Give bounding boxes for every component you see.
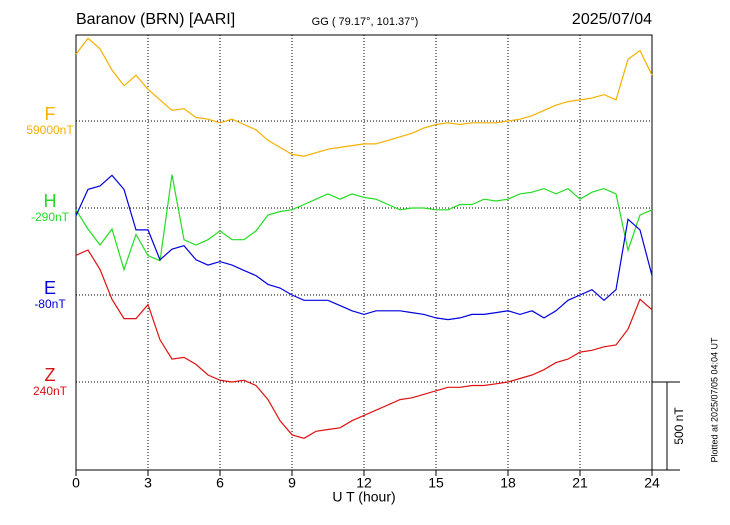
baseline-label: -290nT bbox=[31, 210, 70, 224]
series-line bbox=[75, 37, 653, 157]
series-name: H bbox=[44, 191, 57, 211]
series-line bbox=[75, 174, 653, 272]
date: 2025/07/04 bbox=[572, 11, 652, 28]
x-tick-label: 18 bbox=[500, 475, 516, 491]
x-tick-label: 12 bbox=[356, 475, 372, 491]
baseline-label: 240nT bbox=[33, 384, 68, 398]
subtitle: GG ( 79.17°, 101.37°) bbox=[312, 16, 419, 28]
series-line bbox=[75, 249, 653, 439]
x-tick-label: 24 bbox=[644, 475, 660, 491]
series-name: E bbox=[44, 278, 56, 298]
x-tick-label: 15 bbox=[428, 475, 444, 491]
chart-title: Baranov (BRN) [AARI] bbox=[76, 11, 235, 28]
footnote: Plotted at 2025/07/05 04:04 UT bbox=[709, 337, 719, 463]
x-tick-label: 0 bbox=[72, 475, 80, 491]
baseline-label: -80nT bbox=[34, 297, 66, 311]
scale-bar: 500 nT bbox=[652, 381, 686, 471]
x-tick-label: 3 bbox=[144, 475, 152, 491]
scale-bar-label: 500 nT bbox=[672, 407, 686, 445]
x-axis-label: U T (hour) bbox=[332, 489, 395, 505]
baseline-label: 59000nT bbox=[26, 123, 74, 137]
x-tick-label: 6 bbox=[216, 475, 224, 491]
series-line bbox=[75, 174, 653, 321]
x-tick-label: 9 bbox=[288, 475, 296, 491]
x-tick-label: 21 bbox=[572, 475, 588, 491]
series-name: Z bbox=[45, 365, 56, 385]
series-name: F bbox=[45, 104, 56, 124]
